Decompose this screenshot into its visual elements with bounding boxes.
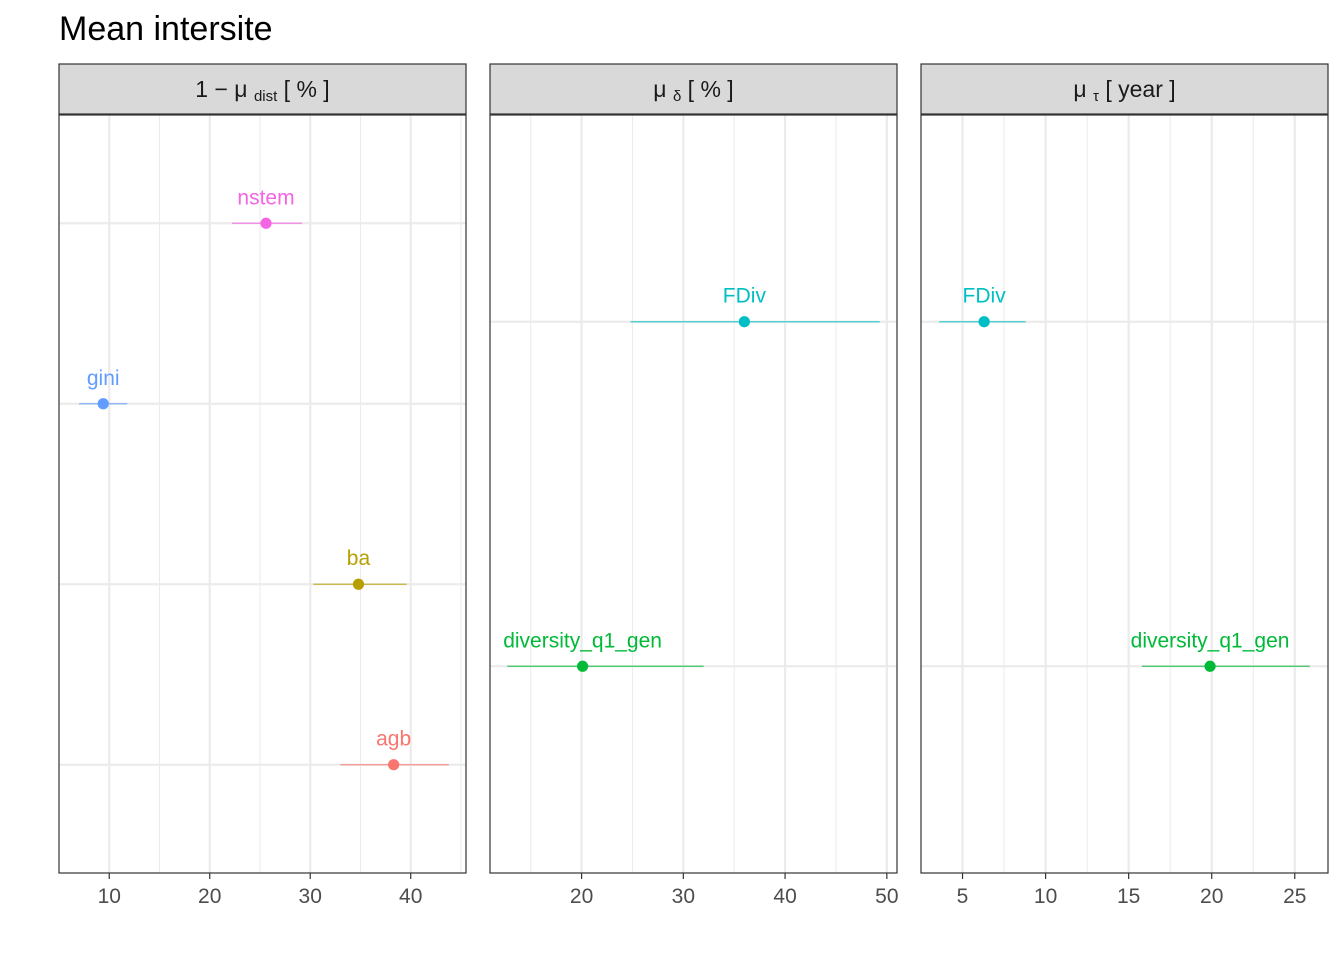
point-label-gini: gini <box>87 367 120 390</box>
strip-label-subscript: dist <box>254 88 278 105</box>
point-FDiv <box>978 316 990 328</box>
panel-strip <box>489 63 898 115</box>
point-label-FDiv: FDiv <box>723 285 767 308</box>
x-tick-label: 20 <box>570 885 593 908</box>
panel-strip-label: 1 − μ dist [ % ] <box>195 76 329 105</box>
strip-label-prefix: μ <box>653 76 673 102</box>
x-tick-label: 30 <box>299 885 322 908</box>
point-label-diversity_q1_gen: diversity_q1_gen <box>1131 629 1290 652</box>
point-gini <box>97 398 109 410</box>
strip-label-suffix: [ % ] <box>277 76 329 102</box>
point-FDiv <box>738 316 750 328</box>
strip-label-subscript: τ <box>1093 88 1099 105</box>
point-diversity_q1_gen <box>576 660 589 672</box>
point-nstem <box>260 217 272 229</box>
x-tick-label: 20 <box>198 885 221 908</box>
panel-background <box>490 115 897 873</box>
panel-background <box>921 115 1328 873</box>
x-tick-label: 30 <box>672 885 695 908</box>
x-tick-label: 15 <box>1117 885 1140 908</box>
x-tick-label: 50 <box>875 885 898 908</box>
x-tick-label: 25 <box>1283 885 1306 908</box>
x-tick-label: 40 <box>773 885 796 908</box>
x-tick-label: 10 <box>1034 885 1057 908</box>
point-label-ba: ba <box>347 547 371 570</box>
chart-title: Mean intersite <box>59 10 273 48</box>
panel-background <box>59 115 466 873</box>
x-tick-label: 40 <box>399 885 422 908</box>
x-tick-label: 20 <box>1200 885 1223 908</box>
strip-label-prefix: μ <box>1073 76 1093 102</box>
panel-border <box>489 114 898 874</box>
point-label-FDiv: FDiv <box>963 285 1007 308</box>
point-ba <box>352 578 365 590</box>
strip-label-suffix: [ year ] <box>1099 76 1176 102</box>
panel-strip <box>58 63 467 115</box>
point-label-agb: agb <box>376 728 411 751</box>
point-label-diversity_q1_gen: diversity_q1_gen <box>503 629 662 652</box>
strip-label-suffix: [ % ] <box>681 76 733 102</box>
x-tick-label: 5 <box>957 885 969 908</box>
panel-strip-label: μ τ [ year ] <box>1073 76 1175 105</box>
point-agb <box>388 759 400 771</box>
strip-label-prefix: 1 − μ <box>195 76 254 102</box>
panel-strip-label: μ δ [ % ] <box>653 76 733 105</box>
point-diversity_q1_gen <box>1204 660 1216 672</box>
panel-border <box>58 114 467 874</box>
point-label-nstem: nstem <box>237 186 294 209</box>
panel-border <box>920 114 1329 874</box>
strip-label-subscript: δ <box>673 88 681 105</box>
x-tick-label: 10 <box>98 885 121 908</box>
panel-strip <box>920 63 1329 115</box>
